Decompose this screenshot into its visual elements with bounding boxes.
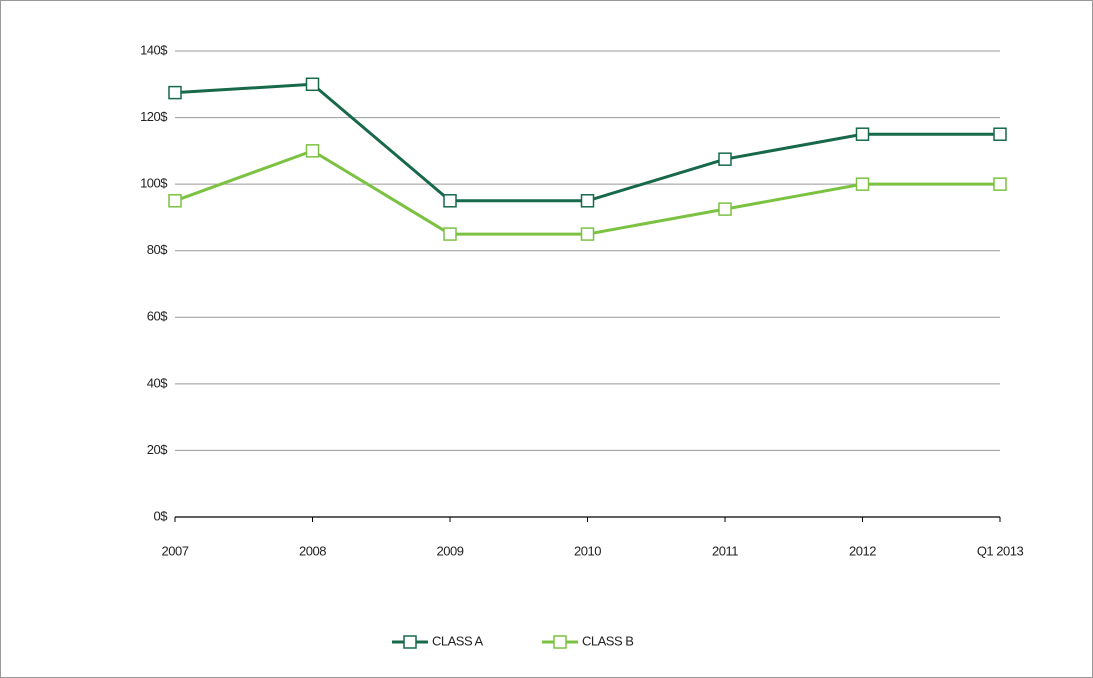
legend-label: CLASS A — [432, 633, 484, 648]
x-tick-label: 2010 — [574, 543, 601, 558]
x-tick-label: 2009 — [437, 543, 464, 558]
point — [855, 127, 870, 141]
point — [993, 177, 1007, 191]
y-tick-label: 120$ — [140, 109, 168, 124]
point — [168, 194, 182, 208]
point — [168, 85, 182, 100]
x-tick-label: 2011 — [712, 543, 738, 558]
y-tick-label: 20$ — [147, 442, 168, 457]
point — [580, 227, 595, 241]
point — [443, 227, 457, 241]
y-tick-label: 100$ — [140, 176, 168, 191]
y-tick-label: 80$ — [147, 242, 168, 257]
point — [993, 127, 1007, 141]
x-tick-label: 2008 — [299, 543, 326, 558]
y-tick-label: 60$ — [147, 309, 168, 324]
legend-marker — [553, 635, 567, 649]
point — [443, 194, 457, 208]
legend-marker — [403, 635, 417, 649]
x-tick-label: Q1 2013 — [977, 543, 1024, 558]
point — [855, 177, 870, 191]
point — [305, 144, 320, 158]
y-tick-label: 0$ — [154, 508, 169, 523]
point — [718, 202, 732, 216]
point — [305, 77, 320, 92]
point — [580, 194, 595, 208]
y-tick-label: 140$ — [140, 42, 168, 57]
x-tick-label: 2007 — [162, 543, 189, 558]
legend-label: CLASS B — [582, 633, 633, 648]
point — [718, 152, 732, 166]
x-tick-label: 2012 — [849, 543, 876, 558]
y-tick-label: 40$ — [147, 375, 168, 390]
